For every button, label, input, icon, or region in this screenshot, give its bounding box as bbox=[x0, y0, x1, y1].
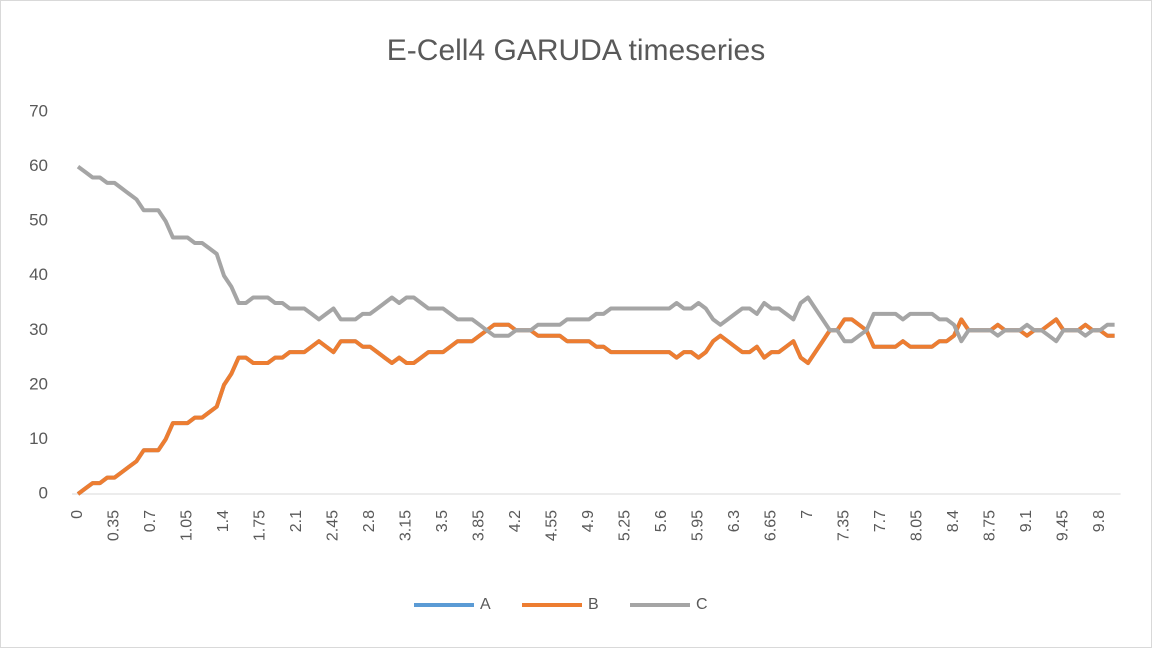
y-tick-label: 20 bbox=[29, 374, 48, 393]
y-tick-label: 60 bbox=[29, 156, 48, 175]
line-series bbox=[76, 164, 1115, 344]
x-tick-label: 4.9 bbox=[580, 510, 597, 532]
x-tick-label: 8.4 bbox=[945, 510, 962, 532]
x-tick-label: 9.45 bbox=[1055, 510, 1072, 541]
x-tick-label: 8.05 bbox=[909, 510, 926, 541]
y-tick-label: 70 bbox=[29, 101, 48, 120]
x-tick-label: 2.1 bbox=[288, 510, 305, 532]
y-tick-label: 0 bbox=[39, 483, 48, 502]
x-tick-label: 5.95 bbox=[690, 510, 707, 541]
x-tick-label: 7.7 bbox=[872, 510, 889, 532]
chart-title: E-Cell4 GARUDA timeseries bbox=[387, 34, 765, 67]
x-tick-label: 9.1 bbox=[1018, 510, 1035, 532]
x-tick-label: 2.8 bbox=[361, 510, 378, 532]
x-tick-label: 3.15 bbox=[398, 510, 415, 541]
x-tick-label: 8.75 bbox=[982, 510, 999, 541]
y-tick-label: 50 bbox=[29, 211, 48, 230]
x-tick-label: 6.65 bbox=[763, 510, 780, 541]
legend-label: B bbox=[588, 596, 599, 613]
x-tick-label: 0.35 bbox=[106, 510, 123, 541]
y-tick-label: 30 bbox=[29, 320, 48, 339]
line-series bbox=[76, 317, 1115, 496]
x-tick-label: 7 bbox=[799, 510, 816, 519]
legend-label: C bbox=[696, 596, 708, 613]
x-tick-label: 1.4 bbox=[215, 510, 232, 532]
x-tick-label: 1.75 bbox=[252, 510, 269, 541]
x-tick-label: 4.55 bbox=[544, 510, 561, 541]
x-tick-label: 3.5 bbox=[434, 510, 451, 532]
x-tick-label: 5.25 bbox=[617, 510, 634, 541]
x-tick-label: 2.45 bbox=[325, 510, 342, 541]
x-tick-label: 6.3 bbox=[726, 510, 743, 532]
y-tick-label: 10 bbox=[29, 429, 48, 448]
x-tick-label: 0.7 bbox=[142, 510, 159, 532]
x-tick-label: 1.05 bbox=[179, 510, 196, 541]
x-tick-label: 5.6 bbox=[653, 510, 670, 532]
x-tick-label: 4.2 bbox=[507, 510, 524, 532]
x-tick-label: 0 bbox=[69, 510, 86, 519]
x-tick-label: 7.35 bbox=[836, 510, 853, 541]
x-tick-label: 9.8 bbox=[1091, 510, 1108, 532]
x-tick-label: 3.85 bbox=[471, 510, 488, 541]
y-tick-label: 40 bbox=[29, 265, 48, 284]
legend-label: A bbox=[480, 596, 491, 613]
